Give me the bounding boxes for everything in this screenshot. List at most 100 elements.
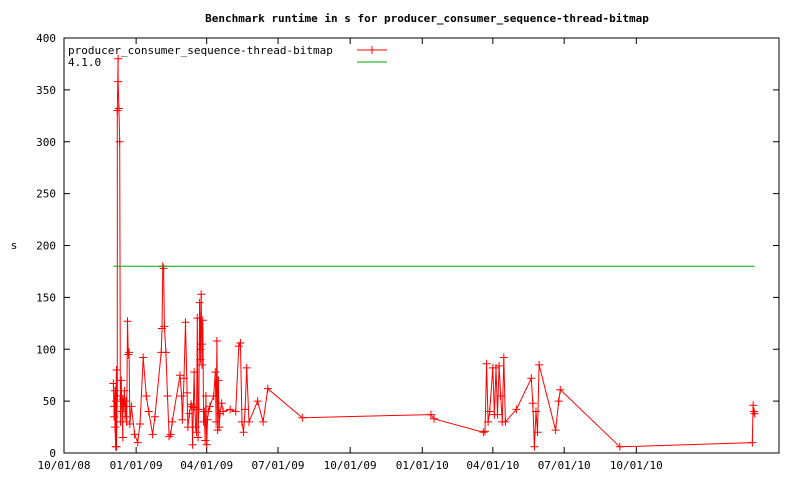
data-point: [484, 417, 493, 426]
data-point: [168, 417, 177, 426]
y-tick-label: 200: [36, 240, 56, 253]
data-point: [205, 402, 214, 411]
data-point: [231, 407, 240, 416]
data-point: [121, 412, 130, 421]
data-point: [148, 430, 157, 439]
data-point: [496, 391, 505, 400]
data-point: [203, 415, 212, 424]
data-point: [120, 386, 129, 395]
data-point: [226, 405, 235, 414]
data-point: [298, 413, 307, 422]
data-point: [215, 423, 224, 432]
data-point: [115, 137, 124, 146]
data-point: [110, 386, 119, 395]
data-point: [530, 442, 539, 451]
data-point: [181, 318, 190, 327]
series-0: [109, 54, 759, 451]
legend-marker: [368, 46, 376, 54]
y-axis-label: s: [11, 239, 18, 252]
data-point: [123, 317, 132, 326]
data-point: [179, 374, 188, 383]
data-point: [139, 353, 148, 362]
data-point: [113, 391, 122, 400]
data-point: [528, 399, 537, 408]
data-point: [117, 376, 126, 385]
data-point: [194, 433, 203, 442]
data-point: [493, 410, 502, 419]
series-line: [112, 58, 756, 448]
data-point: [263, 384, 272, 393]
data-point: [239, 428, 248, 437]
data-point: [481, 427, 490, 436]
data-point: [144, 407, 153, 416]
data-point: [127, 402, 136, 411]
data-point: [192, 428, 201, 437]
data-point: [430, 414, 439, 423]
x-tick-label: 01/01/10: [396, 459, 449, 472]
data-point: [189, 403, 198, 412]
data-point: [209, 391, 218, 400]
data-point: [142, 391, 151, 400]
data-point: [109, 379, 118, 388]
data-point: [211, 368, 220, 377]
data-point: [165, 432, 174, 441]
data-point: [197, 290, 206, 299]
data-point: [217, 399, 226, 408]
data-point: [202, 440, 211, 449]
data-point: [426, 410, 435, 419]
y-tick-label: 300: [36, 136, 56, 149]
data-point: [185, 409, 194, 418]
legend-label: producer_consumer_sequence-thread-bitmap: [68, 44, 333, 57]
x-tick-label: 04/01/10: [466, 459, 519, 472]
data-point: [527, 374, 536, 383]
legend: producer_consumer_sequence-thread-bitmap…: [68, 44, 387, 69]
data-point: [219, 407, 228, 416]
data-point: [159, 264, 168, 273]
data-point: [748, 438, 757, 447]
data-point: [130, 430, 139, 439]
data-point: [479, 428, 488, 437]
y-tick-label: 100: [36, 343, 56, 356]
data-point: [201, 436, 210, 445]
series-layer: [109, 54, 759, 451]
data-point: [236, 339, 245, 348]
data-point: [125, 419, 134, 428]
data-point: [242, 363, 251, 372]
data-point: [512, 405, 521, 414]
data-point: [197, 360, 206, 369]
data-point: [212, 417, 221, 426]
data-point: [111, 397, 120, 406]
data-point: [163, 391, 172, 400]
data-point: [114, 77, 123, 86]
data-point: [125, 348, 134, 357]
data-point: [110, 402, 119, 411]
data-point: [150, 412, 159, 421]
data-point: [195, 298, 204, 307]
x-tick-label: 10/01/08: [38, 459, 91, 472]
data-point: [750, 409, 759, 418]
data-point: [110, 412, 119, 421]
y-tick-label: 150: [36, 291, 56, 304]
data-point: [237, 417, 246, 426]
y-tick-label: 400: [36, 32, 56, 45]
data-point: [113, 106, 122, 115]
data-point: [183, 423, 192, 432]
data-point: [119, 402, 128, 411]
x-tick-label: 10/01/10: [610, 459, 663, 472]
data-point: [554, 397, 563, 406]
data-point: [204, 407, 213, 416]
data-point: [161, 348, 170, 357]
y-tick-label: 350: [36, 84, 56, 97]
data-point: [201, 391, 210, 400]
data-point: [197, 340, 206, 349]
data-point: [198, 316, 207, 325]
data-point: [196, 345, 205, 354]
data-point: [177, 391, 186, 400]
x-tick-label: 07/01/10: [538, 459, 591, 472]
data-point: [556, 385, 565, 394]
data-point: [114, 104, 123, 113]
chart-title: Benchmark runtime in s for producer_cons…: [205, 12, 649, 25]
data-point: [212, 336, 221, 345]
data-point: [259, 417, 268, 426]
